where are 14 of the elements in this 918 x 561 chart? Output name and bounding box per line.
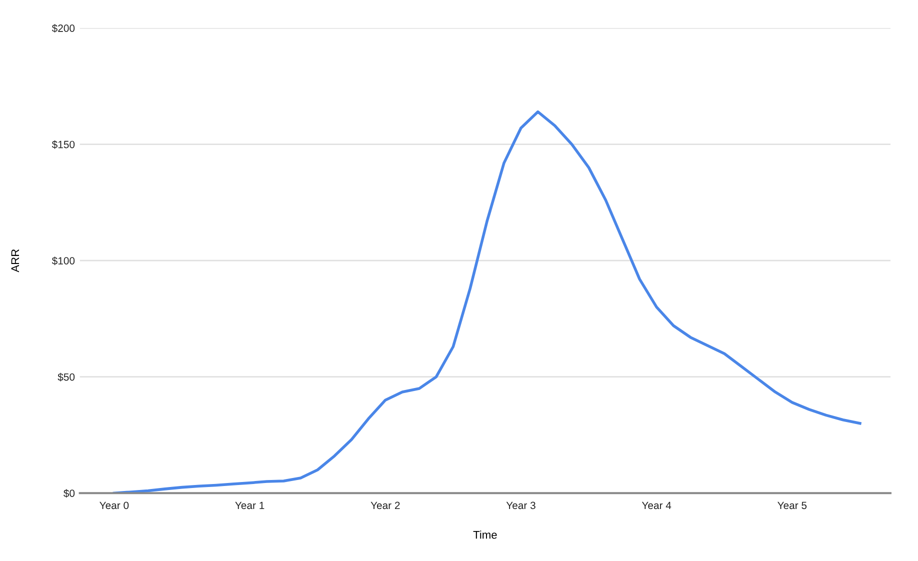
y-axis-title: ARR [11,249,19,272]
x-tick-label: Year 3 [506,502,536,510]
x-tick-label: Year 5 [778,502,807,510]
x-axis-title: Time [473,530,497,539]
x-tick-label: Year 0 [100,502,129,510]
line-series [112,110,862,494]
y-tick-label: $0 [64,489,75,498]
y-tick-label: $50 [58,372,75,382]
y-tick-label: $150 [52,140,75,149]
x-tick-label: Year 4 [642,502,672,510]
x-tick-label: Year 1 [235,502,264,510]
y-tick-label: $200 [52,24,75,33]
x-tick-label: Year 2 [370,502,400,510]
y-tick-label: $100 [52,256,75,266]
